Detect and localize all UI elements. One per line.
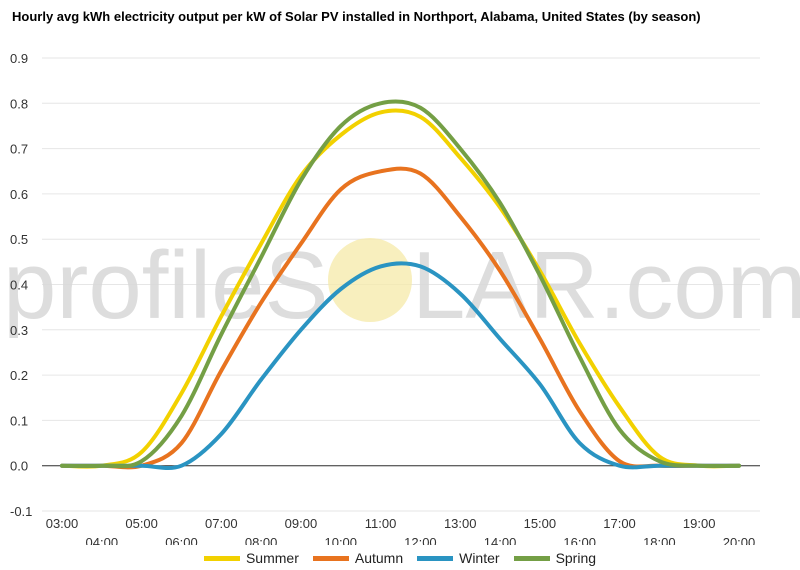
y-tick-label: -0.1 (10, 504, 32, 519)
x-tick-label: 18:00 (643, 535, 676, 545)
y-tick-label: 0.4 (10, 278, 28, 293)
y-tick-label: 0.5 (10, 232, 28, 247)
legend-item-summer[interactable]: Summer (203, 549, 299, 567)
line-chart: profileS LAR.com 0.90.80.70.60.50.40.30.… (3, 51, 800, 545)
watermark-sun-icon (328, 238, 412, 322)
series-line-winter (60, 261, 741, 471)
x-tick-label: 10:00 (324, 535, 357, 545)
watermark: profileS LAR.com (3, 232, 800, 339)
watermark-text-left: profileS (3, 232, 329, 339)
legend-swatch (513, 555, 550, 561)
y-tick-label: 0.6 (10, 187, 28, 202)
y-tick-label: 0.3 (10, 323, 28, 338)
y-axis-ticks: 0.9 0.8 0.7 0.6 0.5 0.4 0.3 0.2 0.1 0.0 -0.1 (10, 51, 32, 519)
legend-item-winter[interactable]: Winter (417, 549, 500, 567)
x-tick-label: 15:00 (524, 516, 557, 531)
y-tick-label: 0.1 (10, 413, 28, 428)
legend-label: Winter (459, 550, 500, 566)
legend-item-autumn[interactable]: Autumn (312, 549, 404, 567)
y-tick-label: 0.0 (10, 459, 28, 474)
x-tick-label: 11:00 (365, 516, 397, 531)
x-tick-label: 16:00 (563, 535, 596, 545)
x-tick-label: 05:00 (125, 516, 158, 531)
y-tick-label: 0.2 (10, 368, 28, 383)
watermark-text-right: LAR.com (412, 232, 800, 339)
x-tick-label: 09:00 (285, 516, 318, 531)
series-line-spring (60, 99, 741, 469)
series-lines (60, 99, 741, 471)
x-tick-label: 06:00 (165, 535, 198, 545)
legend-item-spring[interactable]: Spring (513, 549, 597, 567)
x-tick-label: 13:00 (444, 516, 477, 531)
y-tick-label: 0.7 (10, 142, 28, 157)
y-tick-label: 0.8 (10, 96, 28, 111)
series-line-summer (60, 108, 741, 469)
x-tick-label: 19:00 (683, 516, 716, 531)
x-axis-ticks: 03:00 04:00 05:00 06:00 07:00 08:00 09:00 10:00… (46, 516, 756, 545)
x-tick-label: 12:00 (404, 535, 437, 545)
x-tick-label: 04:00 (86, 535, 119, 545)
chart-title: Hourly avg kWh electricity output per kW… (12, 9, 701, 24)
legend: Summer Autumn Winter Spring (0, 549, 800, 567)
x-tick-label: 17:00 (603, 516, 636, 531)
legend-label: Autumn (354, 550, 404, 566)
x-tick-label: 03:00 (46, 516, 79, 531)
legend-swatch (417, 555, 454, 561)
x-tick-label: 14:00 (484, 535, 517, 545)
x-tick-label: 20:00 (723, 535, 756, 545)
legend-swatch (203, 555, 240, 561)
series-line-autumn (60, 166, 741, 470)
y-tick-label: 0.9 (10, 51, 28, 66)
legend-label: Spring (555, 550, 597, 566)
x-tick-label: 07:00 (205, 516, 238, 531)
legend-label: Summer (245, 550, 299, 566)
legend-swatch (312, 555, 349, 561)
x-tick-label: 08:00 (245, 535, 278, 545)
